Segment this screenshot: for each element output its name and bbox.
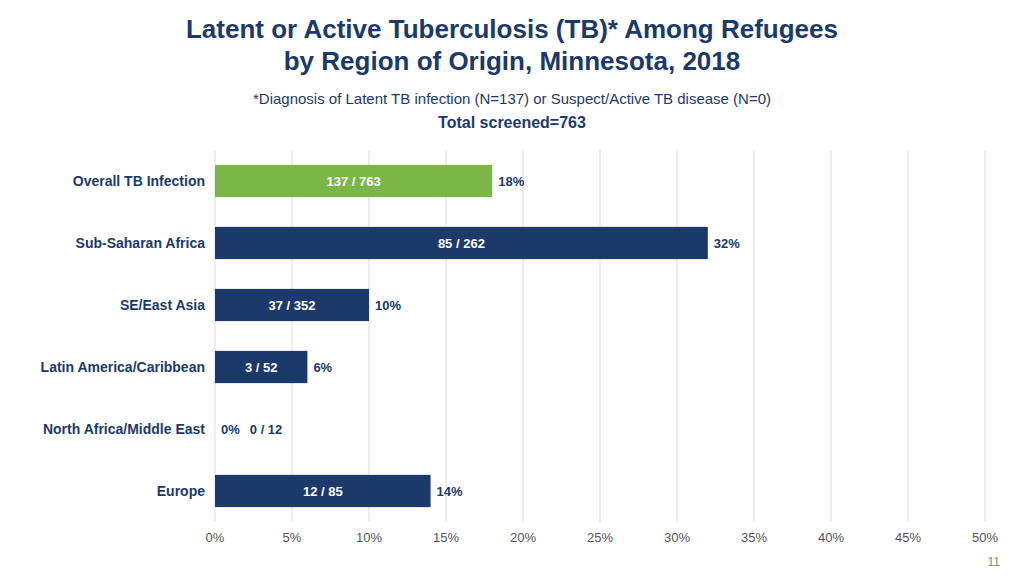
x-tick-label: 5% [283, 530, 302, 545]
category-label: North Africa/Middle East [43, 421, 205, 437]
grid-line [523, 150, 524, 522]
grid-line [292, 150, 293, 522]
x-tick-label: 10% [356, 530, 382, 545]
grid-line [908, 150, 909, 522]
value-label: 0% [221, 422, 240, 437]
x-tick-label: 20% [510, 530, 536, 545]
category-label: Europe [157, 483, 205, 499]
labels: 18% 137 / 763 32% 85 / 262 10% 37 / 352 6% 3 / … [221, 174, 740, 499]
bar-annotation: 37 / 352 [269, 298, 316, 313]
bars [215, 165, 708, 507]
bar [215, 475, 431, 507]
x-tick-label: 30% [664, 530, 690, 545]
page-number: 11 [988, 555, 1001, 569]
bar-annotation: 137 / 763 [326, 174, 380, 189]
bar [215, 165, 492, 197]
grid-line [446, 150, 447, 522]
value-label: 6% [313, 360, 332, 375]
value-label: 32% [714, 236, 740, 251]
bar-annotation: 12 / 85 [303, 484, 343, 499]
category-label: Overall TB Infection [73, 173, 205, 189]
bar-annotation: 0 / 12 [250, 422, 283, 437]
title: by Region of Origin, Minnesota, 2018 [284, 46, 741, 76]
bar [215, 413, 216, 445]
grid-line [369, 150, 370, 522]
grid-line [754, 150, 755, 522]
bar-annotation: 85 / 262 [438, 236, 485, 251]
grid-line [985, 150, 986, 522]
title: Latent or Active Tuberculosis (TB)* Amon… [186, 14, 838, 44]
x-tick-label: 45% [895, 530, 921, 545]
x-tick-label: 40% [818, 530, 844, 545]
bar-annotation: 3 / 52 [245, 360, 278, 375]
category-label: SE/East Asia [120, 297, 205, 313]
x-tick-label: 0% [206, 530, 225, 545]
bar [215, 351, 307, 383]
grid-line [215, 150, 216, 522]
chart: Latent or Active Tuberculosis (TB)* Amon… [0, 0, 1024, 576]
bar [215, 227, 708, 259]
subtitle: Total screened=763 [438, 114, 586, 131]
x-tick-label: 35% [741, 530, 767, 545]
value-label: 10% [375, 298, 401, 313]
bar [215, 289, 369, 321]
grid-line [677, 150, 678, 522]
value-label: 18% [498, 174, 524, 189]
subtitle: *Diagnosis of Latent TB infection (N=137… [253, 90, 771, 107]
value-label: 14% [437, 484, 463, 499]
category-label: Sub-Saharan Africa [76, 235, 206, 251]
x-tick-label: 25% [587, 530, 613, 545]
grid [215, 150, 985, 522]
grid-line [831, 150, 832, 522]
x-tick-label: 15% [433, 530, 459, 545]
category-label: Latin America/Caribbean [41, 359, 205, 375]
x-tick-label: 50% [972, 530, 998, 545]
grid-line [600, 150, 601, 522]
